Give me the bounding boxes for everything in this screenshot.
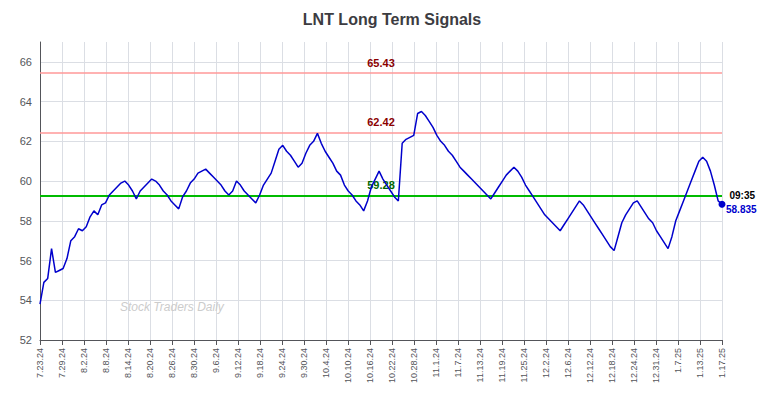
- svg-text:64: 64: [20, 96, 32, 108]
- svg-text:8.30.24: 8.30.24: [189, 348, 199, 378]
- svg-text:12.12.24: 12.12.24: [585, 348, 595, 383]
- svg-text:52: 52: [20, 334, 32, 346]
- svg-text:9.18.24: 9.18.24: [255, 348, 265, 378]
- svg-text:12.31.24: 12.31.24: [651, 348, 661, 383]
- svg-text:58.835: 58.835: [726, 204, 757, 215]
- svg-text:66: 66: [20, 56, 32, 68]
- svg-text:9.6.24: 9.6.24: [211, 348, 221, 373]
- svg-text:1.17.25: 1.17.25: [717, 348, 727, 378]
- svg-text:Stock Traders Daily: Stock Traders Daily: [120, 300, 225, 314]
- svg-text:58: 58: [20, 215, 32, 227]
- svg-text:9.30.24: 9.30.24: [299, 348, 309, 378]
- svg-text:8.8.24: 8.8.24: [101, 348, 111, 373]
- svg-text:9.12.24: 9.12.24: [233, 348, 243, 378]
- svg-text:11.19.24: 11.19.24: [497, 348, 507, 382]
- svg-text:10.10.24: 10.10.24: [343, 348, 353, 383]
- svg-text:62: 62: [20, 135, 32, 147]
- svg-text:59.28: 59.28: [367, 178, 395, 191]
- svg-text:11.7.24: 11.7.24: [453, 348, 463, 377]
- svg-text:7.23.24: 7.23.24: [35, 348, 45, 378]
- svg-text:10.4.24: 10.4.24: [321, 348, 331, 378]
- svg-text:62.42: 62.42: [367, 116, 395, 128]
- svg-text:LNT Long Term Signals: LNT Long Term Signals: [303, 11, 481, 28]
- svg-text:1.7.25: 1.7.25: [673, 348, 683, 373]
- svg-text:56: 56: [20, 255, 32, 267]
- svg-text:10.22.24: 10.22.24: [387, 348, 397, 383]
- svg-text:11.1.24: 11.1.24: [431, 348, 441, 377]
- svg-text:11.13.24: 11.13.24: [475, 348, 485, 382]
- svg-text:12.2.24: 12.2.24: [541, 348, 551, 378]
- svg-text:8.2.24: 8.2.24: [79, 348, 89, 373]
- svg-text:7.29.24: 7.29.24: [57, 348, 67, 378]
- svg-text:1.13.25: 1.13.25: [695, 348, 705, 378]
- svg-text:65.43: 65.43: [367, 57, 395, 69]
- svg-text:12.24.24: 12.24.24: [629, 348, 639, 383]
- svg-text:10.28.24: 10.28.24: [409, 348, 419, 383]
- svg-text:09:35: 09:35: [730, 190, 756, 201]
- svg-text:9.24.24: 9.24.24: [277, 348, 287, 378]
- svg-text:8.14.24: 8.14.24: [123, 348, 133, 378]
- svg-text:12.18.24: 12.18.24: [607, 348, 617, 383]
- svg-text:8.26.24: 8.26.24: [167, 348, 177, 378]
- svg-text:60: 60: [20, 175, 32, 187]
- svg-text:54: 54: [20, 294, 32, 306]
- svg-text:12.6.24: 12.6.24: [563, 348, 573, 378]
- svg-text:10.16.24: 10.16.24: [365, 348, 375, 383]
- svg-text:8.20.24: 8.20.24: [145, 348, 155, 378]
- svg-text:11.25.24: 11.25.24: [519, 348, 529, 382]
